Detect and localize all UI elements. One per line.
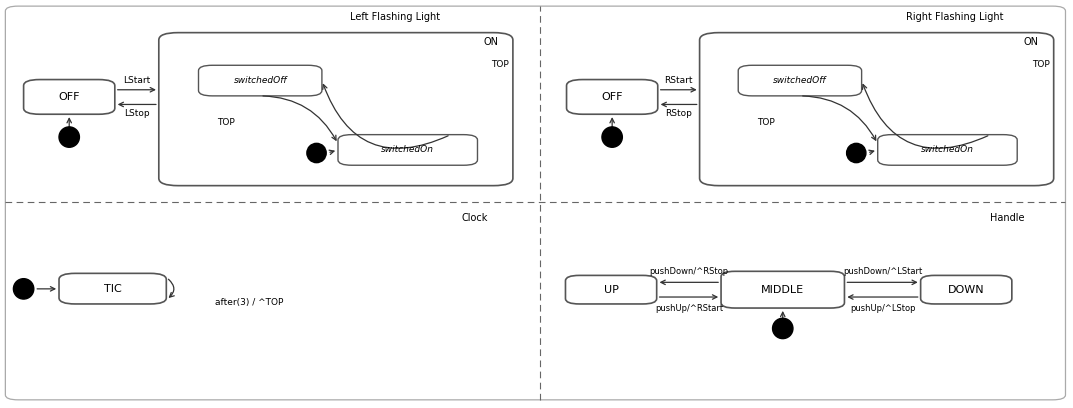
Text: pushUp/^LStop: pushUp/^LStop — [850, 304, 915, 313]
FancyBboxPatch shape — [738, 65, 862, 96]
Text: ON: ON — [1024, 37, 1039, 47]
FancyBboxPatch shape — [199, 65, 322, 96]
FancyBboxPatch shape — [921, 275, 1012, 304]
FancyBboxPatch shape — [59, 273, 166, 304]
Text: TOP: TOP — [491, 60, 510, 69]
Text: TOP: TOP — [1032, 60, 1050, 69]
Text: ON: ON — [484, 37, 499, 47]
Text: switchedOff: switchedOff — [234, 76, 286, 85]
FancyBboxPatch shape — [878, 135, 1017, 165]
FancyBboxPatch shape — [721, 271, 844, 308]
Text: after(3) / ^TOP: after(3) / ^TOP — [215, 298, 283, 307]
Text: Handle: Handle — [990, 213, 1025, 223]
Text: pushUp/^RStart: pushUp/^RStart — [655, 304, 723, 313]
Text: switchedOn: switchedOn — [921, 145, 974, 155]
Text: LStart: LStart — [123, 76, 150, 85]
FancyBboxPatch shape — [159, 33, 513, 186]
Ellipse shape — [847, 143, 866, 163]
FancyBboxPatch shape — [338, 135, 477, 165]
FancyBboxPatch shape — [567, 80, 658, 114]
Text: RStart: RStart — [664, 76, 693, 85]
Text: OFF: OFF — [601, 92, 623, 102]
Text: Left Flashing Light: Left Flashing Light — [350, 12, 440, 22]
Text: TOP: TOP — [217, 118, 235, 127]
Text: RStop: RStop — [665, 109, 692, 118]
FancyBboxPatch shape — [24, 80, 115, 114]
Ellipse shape — [307, 143, 326, 163]
Text: TOP: TOP — [756, 118, 775, 127]
Text: MIDDLE: MIDDLE — [761, 285, 805, 295]
Text: DOWN: DOWN — [947, 285, 985, 295]
Text: pushDown/^LStart: pushDown/^LStart — [843, 267, 922, 276]
Text: TIC: TIC — [104, 284, 121, 294]
FancyBboxPatch shape — [565, 275, 657, 304]
Ellipse shape — [773, 318, 793, 339]
Text: OFF: OFF — [58, 92, 80, 102]
Text: switchedOn: switchedOn — [381, 145, 435, 155]
Text: pushDown/^RStop: pushDown/^RStop — [649, 267, 729, 276]
Text: UP: UP — [604, 285, 618, 295]
FancyBboxPatch shape — [700, 33, 1054, 186]
Ellipse shape — [602, 127, 622, 147]
Ellipse shape — [13, 279, 33, 299]
Text: LStop: LStop — [124, 109, 149, 118]
Text: Clock: Clock — [461, 213, 488, 223]
Text: switchedOff: switchedOff — [774, 76, 826, 85]
Ellipse shape — [59, 127, 79, 147]
Text: Right Flashing Light: Right Flashing Light — [906, 12, 1003, 22]
